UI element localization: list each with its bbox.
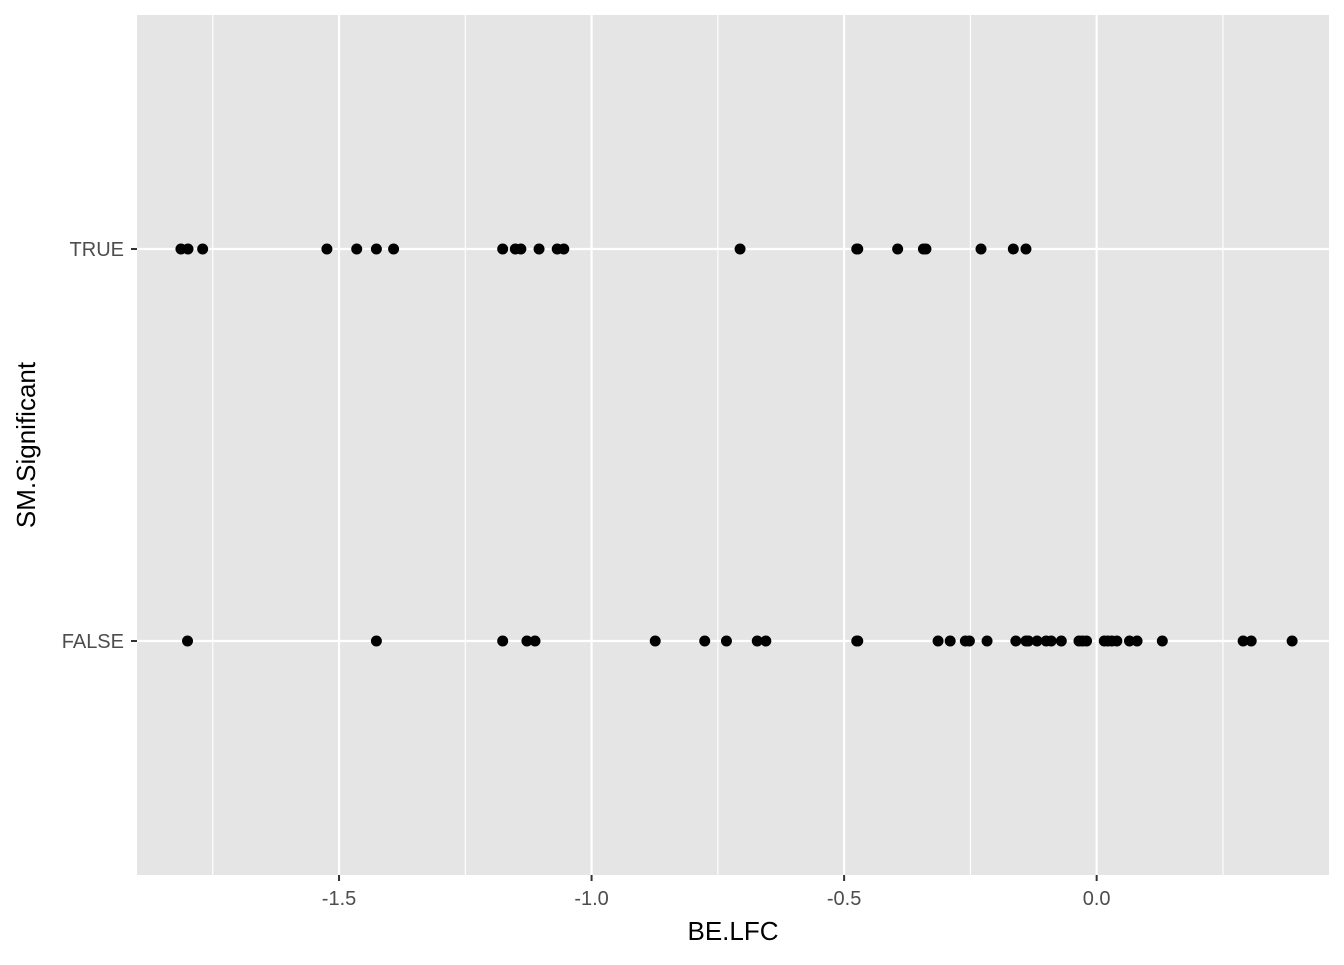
data-point bbox=[1245, 635, 1257, 647]
data-point bbox=[734, 243, 746, 255]
data-point bbox=[521, 635, 533, 647]
data-point bbox=[649, 635, 661, 647]
data-point bbox=[497, 243, 509, 255]
data-point bbox=[1123, 635, 1135, 647]
data-point bbox=[1111, 635, 1123, 647]
y-axis: TRUE FALSE bbox=[62, 239, 137, 653]
x-axis: -1.5 -1.0 -0.5 0.0 bbox=[322, 875, 1111, 910]
data-point bbox=[1081, 635, 1093, 647]
data-point bbox=[370, 635, 382, 647]
data-point bbox=[1156, 635, 1168, 647]
data-point bbox=[321, 243, 333, 255]
panel-background bbox=[137, 15, 1329, 875]
data-point bbox=[760, 635, 772, 647]
data-point bbox=[182, 243, 194, 255]
data-point bbox=[981, 635, 993, 647]
data-point bbox=[388, 243, 400, 255]
x-tick-label: 0.0 bbox=[1083, 888, 1111, 910]
data-points bbox=[175, 243, 1298, 647]
data-point bbox=[515, 243, 527, 255]
data-point bbox=[751, 635, 763, 647]
data-point bbox=[944, 635, 956, 647]
data-point bbox=[852, 635, 864, 647]
data-point bbox=[529, 635, 541, 647]
y-tick-label: FALSE bbox=[62, 631, 124, 653]
data-point bbox=[370, 243, 382, 255]
data-point bbox=[975, 243, 987, 255]
data-point bbox=[1237, 635, 1249, 647]
x-tick-label: -1.0 bbox=[574, 888, 608, 910]
data-point bbox=[197, 243, 209, 255]
data-point bbox=[720, 635, 732, 647]
data-point bbox=[1045, 635, 1057, 647]
data-point bbox=[963, 635, 975, 647]
y-axis-title: SM.Significant bbox=[11, 361, 41, 528]
data-point bbox=[533, 243, 545, 255]
y-tick-label: TRUE bbox=[70, 239, 124, 261]
data-point bbox=[1010, 635, 1022, 647]
data-point bbox=[852, 243, 864, 255]
data-point bbox=[497, 635, 509, 647]
data-point bbox=[558, 243, 570, 255]
data-point bbox=[182, 635, 194, 647]
data-point bbox=[1131, 635, 1143, 647]
x-tick-label: -0.5 bbox=[827, 888, 861, 910]
data-point bbox=[351, 243, 363, 255]
data-point bbox=[1020, 243, 1032, 255]
data-point bbox=[1286, 635, 1298, 647]
data-point bbox=[892, 243, 904, 255]
minor-gridlines bbox=[212, 15, 1224, 875]
data-point bbox=[932, 635, 944, 647]
data-point bbox=[1022, 635, 1034, 647]
data-point bbox=[1007, 243, 1019, 255]
data-point bbox=[920, 243, 932, 255]
data-point bbox=[1031, 635, 1043, 647]
data-point bbox=[1055, 635, 1067, 647]
data-point bbox=[699, 635, 711, 647]
x-tick-label: -1.5 bbox=[322, 888, 356, 910]
x-axis-title: BE.LFC bbox=[687, 916, 778, 946]
major-gridlines bbox=[137, 15, 1329, 875]
